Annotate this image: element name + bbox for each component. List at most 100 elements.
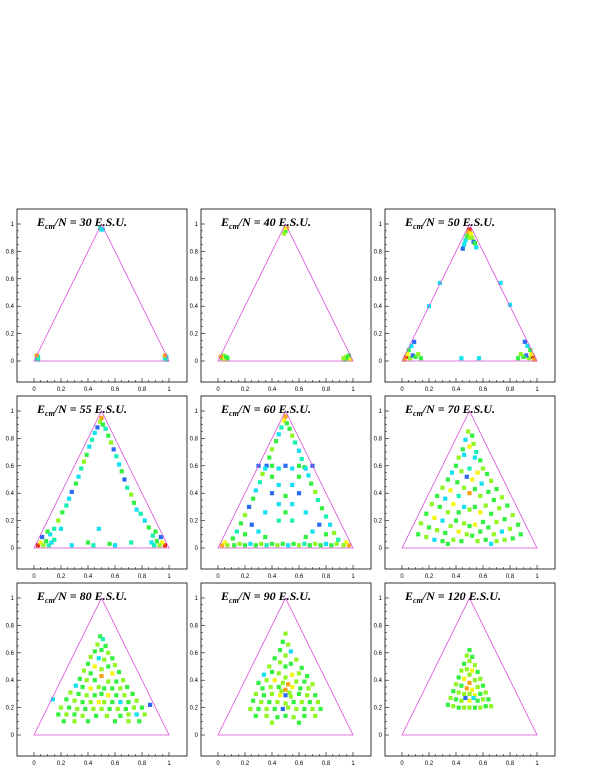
x-tick-label: 0 [216, 761, 220, 767]
heatmap-cell [264, 463, 269, 468]
x-tick-label: 0.2 [57, 761, 66, 767]
y-tick-label: 0.8 [190, 623, 199, 629]
heatmap-cell [287, 426, 292, 431]
y-tick-label: 0.4 [190, 491, 199, 497]
heatmap-cell [472, 663, 477, 668]
y-tick-label: 0.2 [6, 706, 15, 712]
heatmap-cell [521, 354, 526, 359]
x-tick-label: 0.2 [425, 387, 434, 393]
heatmap-cell [302, 713, 307, 718]
heatmap-cell [294, 679, 299, 684]
x-tick-label: 0.6 [295, 761, 304, 767]
heatmap-cell [283, 653, 288, 658]
y-tick-label: 0.8 [6, 249, 15, 255]
heatmap-cell [280, 639, 285, 644]
heatmap-cell [470, 235, 475, 240]
heatmap-cell [313, 713, 318, 718]
heatmap-cell [283, 414, 288, 419]
x-tick-label: 0.4 [84, 574, 93, 580]
y-tick-label: 0.4 [190, 304, 199, 310]
heatmap-cell [286, 682, 291, 687]
y-tick-label: 0.8 [374, 436, 383, 442]
heatmap-cell [107, 541, 112, 546]
heatmap-cell [41, 543, 46, 548]
x-tick-label: 0.6 [111, 761, 120, 767]
x-tick-label: 0.2 [425, 761, 434, 767]
heatmap-cell [259, 541, 264, 546]
heatmap-cell [522, 339, 527, 344]
heatmap-cell [95, 425, 100, 430]
heatmap-cell [288, 694, 293, 699]
heatmap-cell [494, 486, 499, 492]
y-tick-label: 0.2 [374, 332, 383, 338]
triangle-boundary [401, 410, 538, 549]
heatmap-cell [453, 463, 459, 468]
heatmap-cell [310, 706, 315, 712]
heatmap-cell [475, 470, 480, 475]
heatmap-cell [52, 537, 57, 542]
heatmap-cell [502, 517, 507, 522]
heatmap-cell [114, 454, 119, 459]
heatmap-cell [299, 665, 304, 670]
heatmap-cell [76, 691, 81, 696]
heatmap-cell [307, 700, 312, 705]
heatmap-cell [275, 715, 280, 720]
panel-title: Ecm/N = 80 E.S.U. [36, 589, 127, 605]
heatmap-cell [516, 356, 521, 361]
heatmap-cell [456, 690, 461, 695]
heatmap-cell [64, 697, 69, 702]
heatmap-cell [449, 470, 455, 475]
heatmap-cell [106, 650, 111, 655]
heatmap-cell [83, 706, 88, 712]
heatmap-cell [309, 481, 314, 486]
heatmap-cell [437, 504, 442, 509]
heatmap-cell [67, 705, 72, 710]
heatmap-cell [126, 700, 131, 705]
heatmap-cell [283, 228, 288, 233]
heatmap-cell [315, 497, 320, 503]
heatmap-cell [162, 353, 168, 358]
plot-frame [384, 395, 556, 570]
heatmap-cell [260, 686, 265, 691]
heatmap-cell [451, 704, 456, 709]
y-tick-label: 0.2 [190, 332, 199, 338]
y-tick-label: 0 [11, 359, 15, 365]
heatmap-cell [283, 713, 288, 718]
heatmap-cell [67, 496, 72, 501]
heatmap-cell [264, 713, 269, 718]
y-tick-label: 0.4 [6, 491, 15, 497]
heatmap-cell [60, 510, 65, 515]
heatmap-cell [263, 466, 268, 471]
heatmap-cell [98, 419, 103, 425]
heatmap-cell [313, 541, 318, 546]
y-tick-label: 0.2 [190, 519, 199, 525]
heatmap-cell [123, 706, 128, 712]
heatmap-cell [102, 686, 107, 691]
heatmap-cell [96, 526, 101, 531]
heatmap-cell [99, 673, 104, 679]
heatmap-cell [106, 693, 111, 698]
heatmap-cell [98, 634, 103, 639]
heatmap-cell [510, 513, 515, 518]
heatmap-cell [467, 647, 472, 653]
heatmap-cell [134, 712, 139, 717]
panel-6: 0 0.2 0.4 0.6 0.8 1 0 0.2 0.4 0.6 0.8 1 Ecm/N = 70 E… [374, 395, 556, 580]
heatmap-cell [225, 543, 230, 548]
heatmap-cell [471, 441, 476, 446]
heatmap-cell [480, 519, 486, 525]
y-tick-label: 0.4 [6, 304, 15, 310]
heatmap-cell [470, 533, 475, 538]
heatmap-cell [114, 693, 119, 698]
heatmap-cell [303, 510, 308, 515]
heatmap-cell [483, 537, 488, 542]
heatmap-cell [464, 532, 469, 537]
heatmap-cell [56, 712, 61, 717]
heatmap-cell [459, 698, 464, 703]
heatmap-cell [88, 671, 93, 676]
heatmap-cell [445, 510, 450, 515]
heatmap-cell [264, 543, 269, 548]
x-tick-label: 0 [32, 761, 36, 767]
heatmap-cell [486, 489, 491, 494]
heatmap-cell [296, 463, 302, 468]
heatmap-cell [505, 503, 510, 508]
